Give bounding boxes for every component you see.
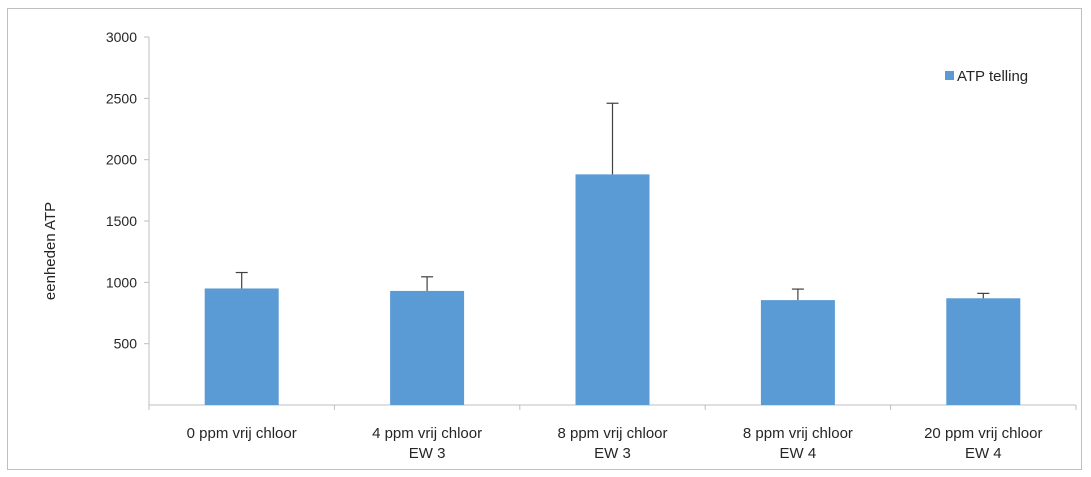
y-tick-label: 1500 [106,213,137,229]
x-tick-label: EW 4 [965,445,1002,462]
bar [204,288,279,405]
y-axis-title: eenheden ATP [42,202,59,300]
x-tick-label: 8 ppm vrij chloor [743,425,853,442]
y-tick-label: 2000 [106,152,137,168]
y-tick-label: 500 [114,336,138,352]
chart-frame: 500 1000 1500 2000 2500 3000 0 ppm vrij chloo… [7,8,1082,470]
y-axis: 500 1000 1500 2000 2500 3000 [106,29,150,405]
x-tick-label: EW 3 [594,445,631,462]
y-tick-label: 1000 [106,274,137,290]
y-tick-label: 2500 [106,90,137,106]
x-tick-label: 0 ppm vrij chloor [187,425,297,442]
x-tick-label: 4 ppm vrij chloor [372,425,482,442]
x-tick-label: 8 ppm vrij chloor [557,425,667,442]
bar [575,174,650,405]
legend: ATP telling [945,68,1028,85]
bars [204,174,1021,405]
x-tick-label: EW 4 [780,445,817,462]
error-bars [235,102,990,301]
y-tick-label: 3000 [106,29,137,45]
legend-swatch [945,71,954,80]
bar [946,298,1021,405]
x-tick-label: EW 3 [409,445,446,462]
bar [390,290,465,405]
bar [760,300,835,405]
bar-chart: 500 1000 1500 2000 2500 3000 0 ppm vrij chloo… [42,29,1077,462]
legend-label: ATP telling [957,68,1028,85]
x-tick-label: 20 ppm vrij chloor [924,425,1042,442]
x-axis: 0 ppm vrij chloor 4 ppm vrij chloor EW 3 8 … [148,404,1077,462]
